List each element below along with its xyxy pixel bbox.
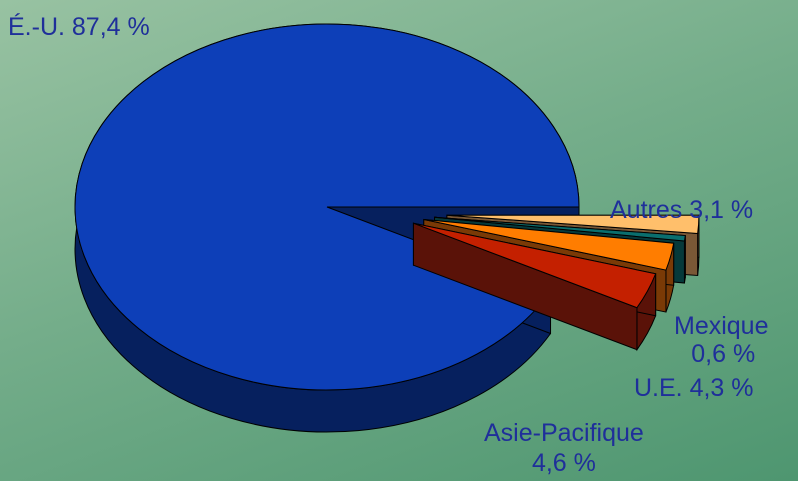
slice-label-asie-value: 4,6 % [531, 449, 596, 477]
slice-label-mexique-value: 0,6 % [691, 340, 756, 368]
pie-slice-top [423, 218, 675, 271]
slice-label-asie-pacifique: Asie-Pacifique 4,6 % [484, 420, 644, 476]
pie-slice-asie-pacifique [412, 222, 657, 352]
slice-label-mexique: Mexique 0,6 % [674, 313, 769, 367]
slice-label-autres: Autres 3,1 % [610, 196, 754, 224]
slice-label-ue: U.E. 4,3 % [634, 374, 754, 402]
slice-label-asie-name: Asie-Pacifique [484, 419, 644, 447]
pie-slice-top [74, 23, 580, 391]
pie-slice-top [434, 216, 686, 242]
pie-slice-top [413, 222, 657, 309]
slice-label-us: É.-U. 87,4 % [8, 13, 150, 41]
pie-slice-top [446, 214, 700, 235]
slice-label-mexique-name: Mexique [674, 312, 769, 340]
